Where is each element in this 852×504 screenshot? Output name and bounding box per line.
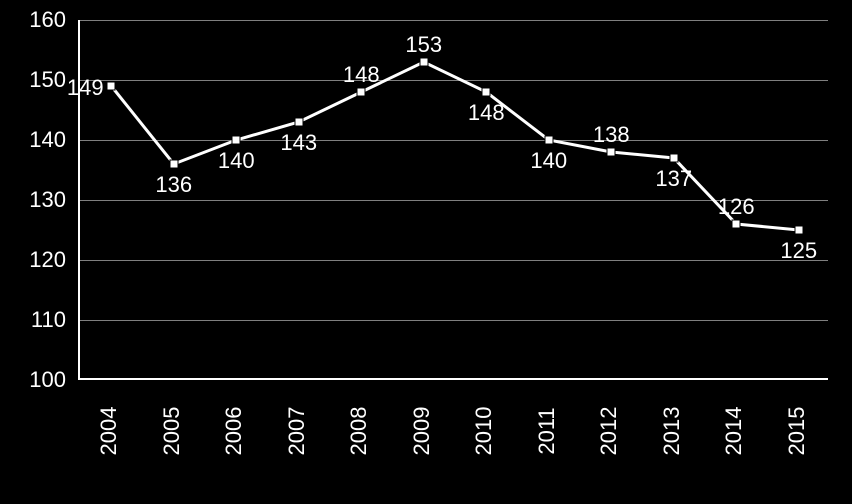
- x-tick-label: 2005: [159, 407, 185, 456]
- data-label: 148: [343, 62, 380, 88]
- x-tick-label: 2013: [659, 407, 685, 456]
- y-tick-label: 150: [0, 67, 66, 93]
- x-tick-label: 2004: [96, 407, 122, 456]
- x-tick-label: 2012: [596, 407, 622, 456]
- data-label: 126: [718, 194, 755, 220]
- x-tick-label: 2015: [784, 407, 810, 456]
- y-tick-label: 120: [0, 247, 66, 273]
- data-marker: [669, 154, 678, 163]
- line-chart: 149 136 140 143 148 153 148 140 138 137 126 125 100 1…: [0, 0, 852, 504]
- data-label: 138: [593, 122, 630, 148]
- data-label: 149: [67, 75, 104, 101]
- x-tick-label: 2006: [221, 407, 247, 456]
- data-marker: [294, 118, 303, 127]
- data-marker: [607, 148, 616, 157]
- data-label: 140: [218, 148, 255, 174]
- x-tick-label: 2007: [284, 407, 310, 456]
- y-tick-label: 160: [0, 7, 66, 33]
- data-marker: [419, 58, 428, 67]
- data-label: 148: [468, 100, 505, 126]
- data-label: 137: [655, 166, 692, 192]
- y-tick-label: 130: [0, 187, 66, 213]
- x-tick-label: 2014: [721, 407, 747, 456]
- plot-area: 149136140143148153148140138137126125: [78, 20, 828, 380]
- y-tick-label: 140: [0, 127, 66, 153]
- x-tick-label: 2009: [409, 407, 435, 456]
- data-marker: [544, 136, 553, 145]
- data-label: 153: [405, 32, 442, 58]
- data-label: 143: [280, 130, 317, 156]
- x-tick-label: 2011: [534, 407, 560, 454]
- data-marker: [482, 88, 491, 97]
- data-marker: [169, 160, 178, 169]
- x-tick-label: 2008: [346, 407, 372, 456]
- data-marker: [794, 226, 803, 235]
- data-label: 140: [530, 148, 567, 174]
- data-marker: [357, 88, 366, 97]
- data-label: 125: [780, 238, 817, 264]
- x-tick-label: 2010: [471, 407, 497, 456]
- data-marker: [107, 82, 116, 91]
- data-marker: [732, 220, 741, 229]
- data-marker: [232, 136, 241, 145]
- y-tick-label: 110: [0, 307, 66, 333]
- data-label: 136: [155, 172, 192, 198]
- y-tick-label: 100: [0, 367, 66, 393]
